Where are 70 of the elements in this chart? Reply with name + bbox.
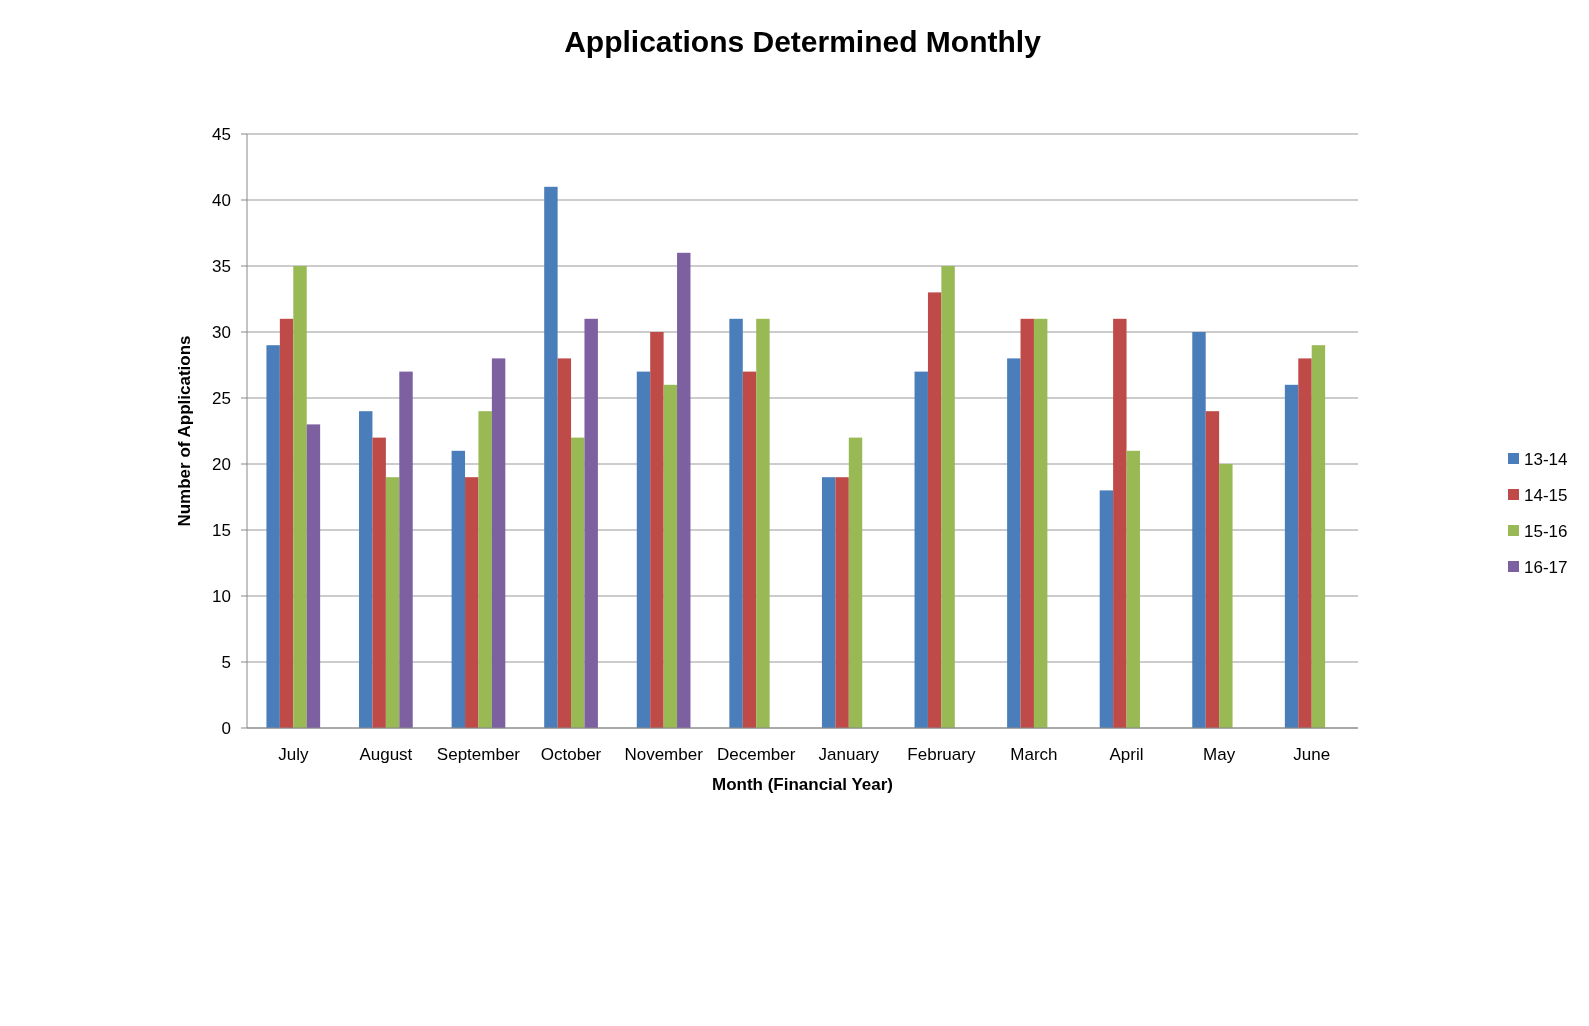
x-tick-label: May xyxy=(1203,745,1236,764)
bar xyxy=(451,450,466,728)
legend-label: 14-15 xyxy=(1524,485,1568,505)
bar xyxy=(266,345,280,728)
y-tick-label: 10 xyxy=(212,586,231,606)
x-axis-title: Month (Financial Year) xyxy=(711,775,894,794)
x-tick-label: June xyxy=(1293,745,1331,764)
bar xyxy=(385,477,400,728)
x-tick-label: February xyxy=(907,745,976,764)
bar xyxy=(279,318,294,728)
y-tick-label: 45 xyxy=(212,124,231,144)
y-tick-label: 35 xyxy=(212,256,231,276)
bar xyxy=(1007,358,1021,728)
bar xyxy=(1284,384,1299,728)
bar xyxy=(306,424,321,728)
y-tick-label: 15 xyxy=(212,520,231,540)
x-tick-label: September xyxy=(436,745,521,764)
bar xyxy=(1020,318,1034,728)
bar xyxy=(1113,318,1127,728)
x-tick-label: December xyxy=(717,745,796,764)
y-axis-title: Number of Applications xyxy=(175,335,194,527)
x-tick-label: November xyxy=(624,745,704,764)
bar xyxy=(1219,464,1233,728)
bar xyxy=(544,186,558,728)
bar xyxy=(756,318,770,728)
y-tick-label: 30 xyxy=(212,322,231,342)
x-tick-label: October xyxy=(540,745,602,764)
bar xyxy=(399,371,413,728)
x-tick-label: July xyxy=(278,745,309,764)
legend-label: 13-14 xyxy=(1524,449,1568,469)
bar xyxy=(821,477,836,728)
bar xyxy=(927,292,942,728)
bar xyxy=(650,332,664,728)
bar xyxy=(359,411,373,728)
bar xyxy=(848,437,863,728)
y-tick-label: 40 xyxy=(212,190,231,210)
bar xyxy=(372,437,386,728)
x-tick-label: August xyxy=(359,745,413,764)
bar xyxy=(742,371,757,728)
bar xyxy=(1205,411,1220,728)
x-tick-label: January xyxy=(818,745,880,764)
y-tick-label: 5 xyxy=(221,652,231,672)
bar xyxy=(1192,332,1206,728)
chart-title: Applications Determined Monthly xyxy=(564,25,1042,58)
y-tick-label: 0 xyxy=(221,718,231,738)
bar xyxy=(1033,318,1048,728)
bar xyxy=(465,477,479,728)
bar xyxy=(1298,358,1312,728)
x-tick-label: March xyxy=(1010,745,1058,764)
bar xyxy=(557,358,572,728)
bar xyxy=(941,266,955,728)
bar xyxy=(636,371,651,728)
bar xyxy=(677,252,691,728)
bar xyxy=(729,318,743,728)
bar xyxy=(478,411,492,728)
bar xyxy=(663,384,678,728)
bar xyxy=(571,437,585,728)
bar xyxy=(293,266,307,728)
y-tick-label: 20 xyxy=(212,454,231,474)
x-tick-label: April xyxy=(1109,745,1144,764)
bar xyxy=(1126,450,1140,728)
bar xyxy=(914,371,928,728)
bar xyxy=(491,358,506,728)
bar xyxy=(835,477,849,728)
legend-label: 15-16 xyxy=(1524,521,1568,541)
legend-label: 16-17 xyxy=(1524,557,1568,577)
bar xyxy=(1311,345,1326,728)
bar xyxy=(1099,490,1114,728)
y-tick-label: 25 xyxy=(212,388,231,408)
bar xyxy=(584,318,598,728)
